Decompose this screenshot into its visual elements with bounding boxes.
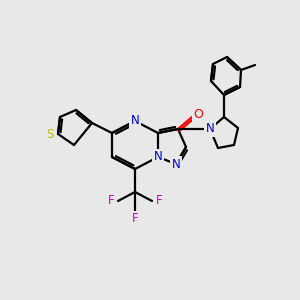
Text: N: N — [154, 151, 162, 164]
Text: S: S — [46, 128, 54, 140]
Text: O: O — [193, 107, 203, 121]
Text: F: F — [108, 194, 114, 208]
Text: F: F — [132, 212, 138, 226]
Text: N: N — [130, 115, 140, 128]
Text: N: N — [206, 122, 214, 136]
Text: N: N — [172, 158, 180, 170]
Text: F: F — [156, 194, 162, 208]
